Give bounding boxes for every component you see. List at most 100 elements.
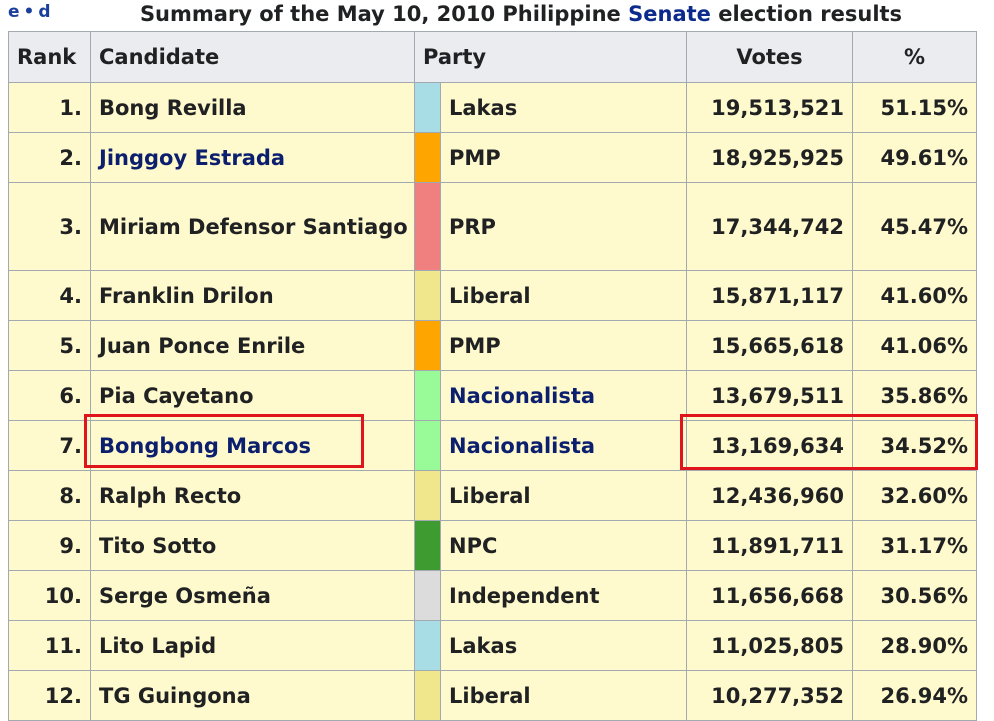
votes-header: Votes — [686, 31, 853, 83]
votes-cell: 12,436,960 — [686, 470, 853, 521]
senate-link[interactable]: Senate — [628, 2, 711, 26]
percent-cell: 28.90% — [852, 620, 977, 671]
candidate-link[interactable]: Lito Lapid — [90, 620, 415, 671]
title-prefix: Summary of the May 10, 2010 Philippine — [139, 2, 629, 26]
votes-cell: 13,169,634 — [686, 420, 853, 471]
votes-cell: 11,656,668 — [686, 570, 853, 621]
candidate-link[interactable]: Bong Revilla — [90, 82, 415, 133]
party-link[interactable]: NPC — [440, 520, 687, 571]
party-link[interactable]: Liberal — [440, 470, 687, 521]
party-link[interactable]: Lakas — [440, 620, 687, 671]
rank-header: Rank — [8, 31, 91, 83]
percent-cell: 32.60% — [852, 470, 977, 521]
party-header: Party — [414, 31, 687, 83]
party-link[interactable]: Liberal — [440, 670, 687, 721]
candidate-link[interactable]: Franklin Drilon — [90, 270, 415, 321]
candidate-link[interactable]: Bongbong Marcos — [90, 420, 415, 471]
rank-cell: 11. — [8, 620, 91, 671]
votes-cell: 11,891,711 — [686, 520, 853, 571]
rank-cell: 2. — [8, 132, 91, 183]
percent-cell: 34.52% — [852, 420, 977, 471]
votes-cell: 19,513,521 — [686, 82, 853, 133]
table-row: 8. Ralph Recto Liberal 12,436,960 32.60% — [8, 470, 977, 521]
party-link[interactable]: PMP — [440, 132, 687, 183]
candidate-link[interactable]: TG Guingona — [90, 670, 415, 721]
percent-cell: 41.60% — [852, 270, 977, 321]
percent-cell: 30.56% — [852, 570, 977, 621]
table-row: 4. Franklin Drilon Liberal 15,871,117 41.60% — [8, 270, 977, 321]
party-link[interactable]: Nacionalista — [440, 370, 687, 421]
candidate-link[interactable]: Tito Sotto — [90, 520, 415, 571]
rank-cell: 6. — [8, 370, 91, 421]
candidate-link[interactable]: Pia Cayetano — [90, 370, 415, 421]
party-color-swatch — [414, 320, 441, 371]
percent-cell: 49.61% — [852, 132, 977, 183]
votes-cell: 18,925,925 — [686, 132, 853, 183]
party-link[interactable]: PMP — [440, 320, 687, 371]
party-link[interactable]: Liberal — [440, 270, 687, 321]
table-row: 5. Juan Ponce Enrile PMP 15,665,618 41.06% — [8, 320, 977, 371]
candidate-link[interactable]: Ralph Recto — [90, 470, 415, 521]
table-row: 10. Serge Osmeña Independent 11,656,668 30.5… — [8, 570, 977, 621]
candidate-link[interactable]: Serge Osmeña — [90, 570, 415, 621]
party-link[interactable]: Independent — [440, 570, 687, 621]
party-link[interactable]: Lakas — [440, 82, 687, 133]
rank-cell: 12. — [8, 670, 91, 721]
table-row: 12. TG Guingona Liberal 10,277,352 26.94% — [8, 670, 977, 721]
votes-cell: 10,277,352 — [686, 670, 853, 721]
party-link[interactable]: PRP — [440, 182, 687, 271]
percent-cell: 26.94% — [852, 670, 977, 721]
party-color-swatch — [414, 520, 441, 571]
results-table: Rank Candidate Party Votes % 1. Bong Revi… — [8, 31, 977, 721]
table-row: 3. Miriam Defensor Santiago PRP 17,344,742 4… — [8, 182, 977, 271]
percent-cell: 45.47% — [852, 182, 977, 271]
candidate-link[interactable]: Miriam Defensor Santiago — [90, 182, 415, 271]
percent-header: % — [852, 31, 977, 83]
view-link[interactable]: e — [8, 2, 20, 22]
page-title: Summary of the May 10, 2010 Philippine S… — [0, 2, 994, 26]
nav-separator: • — [23, 2, 35, 22]
discuss-link[interactable]: d — [38, 2, 51, 22]
votes-cell: 11,025,805 — [686, 620, 853, 671]
votes-cell: 15,871,117 — [686, 270, 853, 321]
party-color-swatch — [414, 82, 441, 133]
percent-cell: 41.06% — [852, 320, 977, 371]
candidate-link[interactable]: Juan Ponce Enrile — [90, 320, 415, 371]
rank-cell: 1. — [8, 82, 91, 133]
party-color-swatch — [414, 132, 441, 183]
table-row: 7. Bongbong Marcos Nacionalista 13,169,634 3… — [8, 420, 977, 471]
rank-cell: 3. — [8, 182, 91, 271]
party-color-swatch — [414, 570, 441, 621]
candidate-link[interactable]: Jinggoy Estrada — [90, 132, 415, 183]
rank-cell: 10. — [8, 570, 91, 621]
party-color-swatch — [414, 182, 441, 271]
party-color-swatch — [414, 270, 441, 321]
candidate-header: Candidate — [90, 31, 415, 83]
rank-cell: 4. — [8, 270, 91, 321]
votes-cell: 13,679,511 — [686, 370, 853, 421]
rank-cell: 7. — [8, 420, 91, 471]
party-color-swatch — [414, 670, 441, 721]
percent-cell: 31.17% — [852, 520, 977, 571]
navbox-links: e • d — [8, 2, 51, 22]
party-color-swatch — [414, 420, 441, 471]
party-color-swatch — [414, 470, 441, 521]
table-row: 2. Jinggoy Estrada PMP 18,925,925 49.61% — [8, 132, 977, 183]
table-row: 6. Pia Cayetano Nacionalista 13,679,511 35.8… — [8, 370, 977, 421]
table-caption: e • d Summary of the May 10, 2010 Philippi… — [0, 0, 994, 30]
percent-cell: 51.15% — [852, 82, 977, 133]
rank-cell: 5. — [8, 320, 91, 371]
party-link[interactable]: Nacionalista — [440, 420, 687, 471]
votes-cell: 15,665,618 — [686, 320, 853, 371]
rank-cell: 8. — [8, 470, 91, 521]
rank-cell: 9. — [8, 520, 91, 571]
percent-cell: 35.86% — [852, 370, 977, 421]
party-color-swatch — [414, 370, 441, 421]
table-row: 11. Lito Lapid Lakas 11,025,805 28.90% — [8, 620, 977, 671]
party-color-swatch — [414, 620, 441, 671]
table-row: 1. Bong Revilla Lakas 19,513,521 51.15% — [8, 82, 977, 133]
header-row: Rank Candidate Party Votes % — [8, 31, 977, 83]
table-row: 9. Tito Sotto NPC 11,891,711 31.17% — [8, 520, 977, 571]
votes-cell: 17,344,742 — [686, 182, 853, 271]
title-suffix: election results — [710, 2, 903, 26]
